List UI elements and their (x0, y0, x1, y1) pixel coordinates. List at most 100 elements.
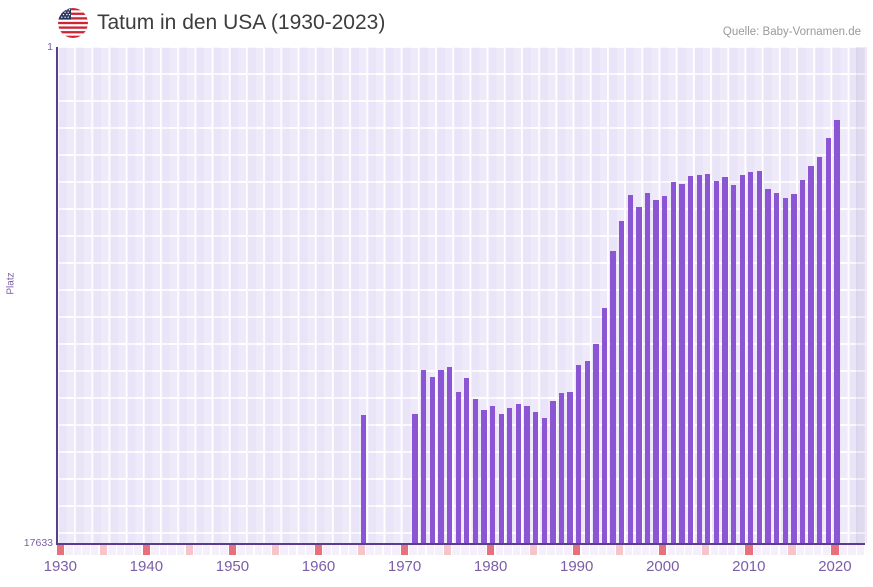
x-axis-tick-label: 2010 (732, 558, 766, 575)
x-tick-minor (220, 545, 228, 555)
bar[interactable] (696, 174, 702, 543)
x-tick-minor (452, 545, 460, 555)
bar[interactable] (756, 171, 763, 543)
bar[interactable] (722, 177, 728, 543)
x-tick-minor (495, 545, 503, 555)
bar[interactable] (713, 180, 720, 543)
x-tick-minor (512, 545, 521, 555)
x-tick-minor (332, 545, 340, 555)
x-tick-minor (340, 545, 349, 555)
bar[interactable] (429, 376, 436, 543)
x-tick-minor (684, 545, 693, 555)
x-tick-minor (306, 545, 314, 555)
x-tick-major (228, 545, 237, 555)
x-tick-mid (529, 545, 538, 555)
x-axis-tick-label: 2000 (646, 558, 680, 575)
x-tick-minor (848, 545, 856, 555)
bar[interactable] (610, 250, 616, 543)
bar[interactable] (730, 184, 737, 543)
x-tick-major (142, 545, 151, 555)
bar[interactable] (834, 120, 840, 543)
x-axis-tick-label: 1960 (301, 558, 336, 575)
x-tick-minor (538, 545, 546, 555)
bar[interactable] (524, 406, 530, 543)
bar[interactable] (446, 366, 453, 543)
bar[interactable] (455, 392, 461, 543)
x-tick-minor (73, 545, 82, 555)
bar[interactable] (739, 175, 745, 543)
chart-source: Quelle: Baby-Vornamen.de (722, 26, 861, 38)
bar[interactable] (825, 137, 831, 543)
x-tick-minor (478, 545, 486, 555)
x-tick-major (314, 545, 323, 555)
x-axis-labels: 1930 1940 1950 1960 1970 1980 1990 2000 2010 2020 (0, 558, 873, 582)
bar[interactable] (438, 369, 444, 543)
x-tick-minor (839, 545, 848, 555)
bar[interactable] (619, 221, 625, 543)
x-tick-minor (856, 545, 865, 555)
x-tick-minor (263, 545, 271, 555)
x-axis-tick-label: 1980 (473, 558, 508, 575)
x-tick-minor (366, 545, 374, 555)
x-tick-minor (633, 545, 641, 555)
bar[interactable] (593, 344, 599, 543)
x-tick-minor (805, 545, 813, 555)
bar[interactable] (816, 156, 823, 543)
bar[interactable] (464, 378, 470, 543)
bar[interactable] (515, 403, 522, 543)
x-tick-minor (375, 545, 383, 555)
bar[interactable] (636, 206, 642, 543)
bar[interactable] (782, 198, 788, 543)
bar[interactable] (498, 413, 504, 543)
bar[interactable] (532, 411, 539, 543)
bar[interactable] (360, 415, 367, 543)
x-tick-minor (177, 545, 185, 555)
bar[interactable] (412, 414, 418, 543)
x-tick-minor (590, 545, 598, 555)
bar[interactable] (489, 405, 496, 543)
x-tick-mid (271, 545, 280, 555)
bar[interactable] (765, 189, 771, 543)
bar[interactable] (679, 184, 685, 543)
x-axis-tick-label: 1940 (129, 558, 164, 575)
x-tick-minor (194, 545, 202, 555)
x-tick-minor (297, 545, 305, 555)
x-tick-major (831, 545, 839, 555)
bar[interactable] (773, 192, 780, 543)
bar[interactable] (791, 193, 797, 543)
x-tick-mid (357, 545, 366, 555)
bar[interactable] (687, 175, 694, 543)
x-tick-major (572, 545, 581, 555)
y-axis-title: Platz (5, 272, 17, 295)
x-tick-minor (469, 545, 478, 555)
x-tick-minor (598, 545, 607, 555)
bar[interactable] (644, 192, 651, 543)
bar[interactable] (567, 391, 573, 543)
bar[interactable] (481, 409, 487, 543)
bar[interactable] (662, 196, 668, 543)
bar[interactable] (421, 370, 427, 543)
bar[interactable] (808, 165, 814, 543)
x-tick-major (659, 545, 667, 555)
bar[interactable] (558, 392, 565, 543)
bar[interactable] (670, 182, 677, 543)
bar[interactable] (705, 173, 711, 543)
bar[interactable] (584, 360, 590, 543)
no-data-shade (855, 47, 867, 543)
bar[interactable] (576, 365, 582, 543)
x-tick-minor (727, 545, 736, 555)
bar[interactable] (550, 400, 556, 543)
bar[interactable] (748, 172, 754, 543)
x-tick-minor (125, 545, 133, 555)
bar[interactable] (472, 399, 479, 543)
x-tick-minor (641, 545, 650, 555)
bar[interactable] (653, 200, 659, 543)
x-tick-minor (779, 545, 787, 555)
bar[interactable] (627, 195, 633, 543)
bar[interactable] (541, 417, 547, 543)
x-axis-tick-label: 1970 (387, 558, 422, 575)
bar[interactable] (799, 179, 806, 543)
x-tick-minor (82, 545, 90, 555)
bar[interactable] (507, 407, 513, 543)
bar[interactable] (601, 307, 608, 543)
